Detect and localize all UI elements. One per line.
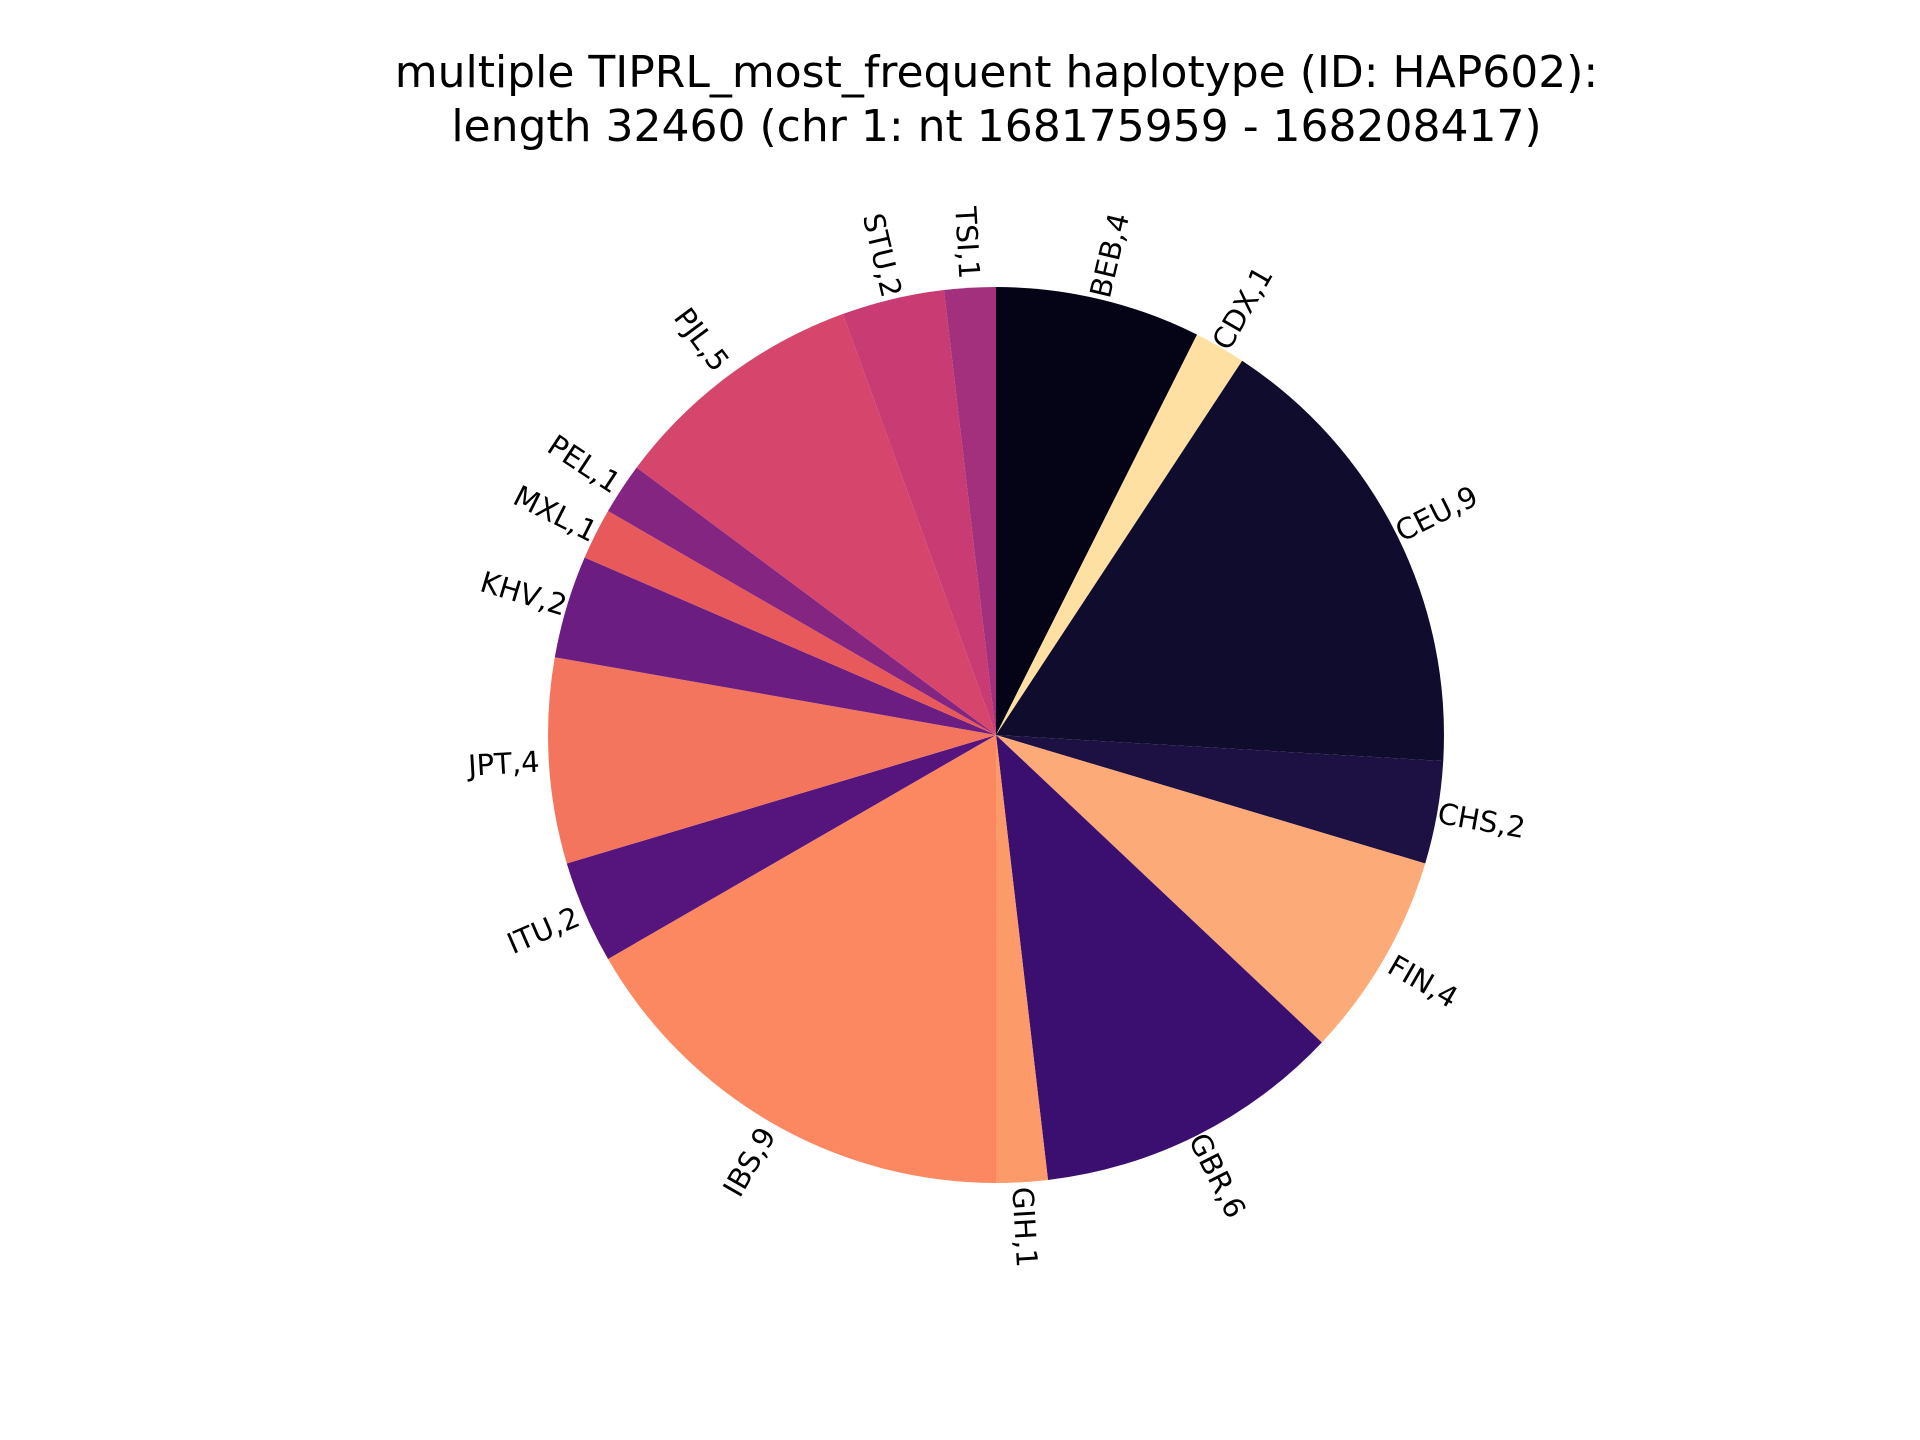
pie-label-jpt: JPT,4 [465, 745, 540, 783]
pie-slice-gbr [996, 735, 1322, 1180]
pie-slice-stu [842, 290, 996, 735]
pie-label-ceu: CEU,9 [1390, 479, 1483, 549]
chart-title-line-2: length 32460 (chr 1: nt 168175959 - 1682… [451, 101, 1542, 152]
pie-label-itu: ITU,2 [502, 900, 584, 961]
pie-label-fin: FIN,4 [1382, 948, 1464, 1015]
pie-slice-tsi [943, 287, 996, 735]
pie-slice-gih [996, 735, 1049, 1183]
pie-slice-ceu [996, 360, 1444, 762]
pie-label-khv: KHV,2 [477, 565, 571, 623]
pie-label-chs: CHS,2 [1435, 796, 1528, 845]
pie-label-beb: BEB,4 [1083, 210, 1136, 301]
chart-title: multiple TIPRL_most_frequent haplotype (… [0, 46, 1920, 154]
pie-label-cdx: CDX,1 [1205, 261, 1280, 356]
pie-label-gbr: GBR,6 [1182, 1128, 1253, 1224]
pie-slice-khv [554, 557, 996, 735]
pie-slice-cdx [996, 334, 1243, 735]
pie-slice-itu [566, 735, 996, 959]
pie-slice-beb [996, 287, 1198, 735]
pie-slice-ibs [608, 735, 996, 1183]
pie-label-pel: PEL,1 [541, 428, 626, 500]
pie-label-mxl: MXL,1 [508, 479, 603, 549]
pie-label-stu: STU,2 [856, 210, 909, 301]
pie-slice-mxl [584, 511, 996, 735]
pie-label-gih: GIH,1 [1005, 1186, 1044, 1268]
pie-label-ibs: IBS,9 [716, 1121, 782, 1202]
pie-slice-pjl [636, 314, 996, 735]
chart-title-line-1: multiple TIPRL_most_frequent haplotype (… [394, 47, 1599, 98]
pie-label-tsi: TSI,1 [948, 205, 986, 280]
pie-slice-pel [608, 467, 996, 735]
pie-slice-jpt [548, 657, 996, 864]
pie-slices [548, 287, 1444, 1183]
pie-slice-fin [996, 735, 1426, 1043]
pie-slice-chs [996, 735, 1444, 864]
pie-label-pjl: PJL,5 [667, 301, 736, 377]
